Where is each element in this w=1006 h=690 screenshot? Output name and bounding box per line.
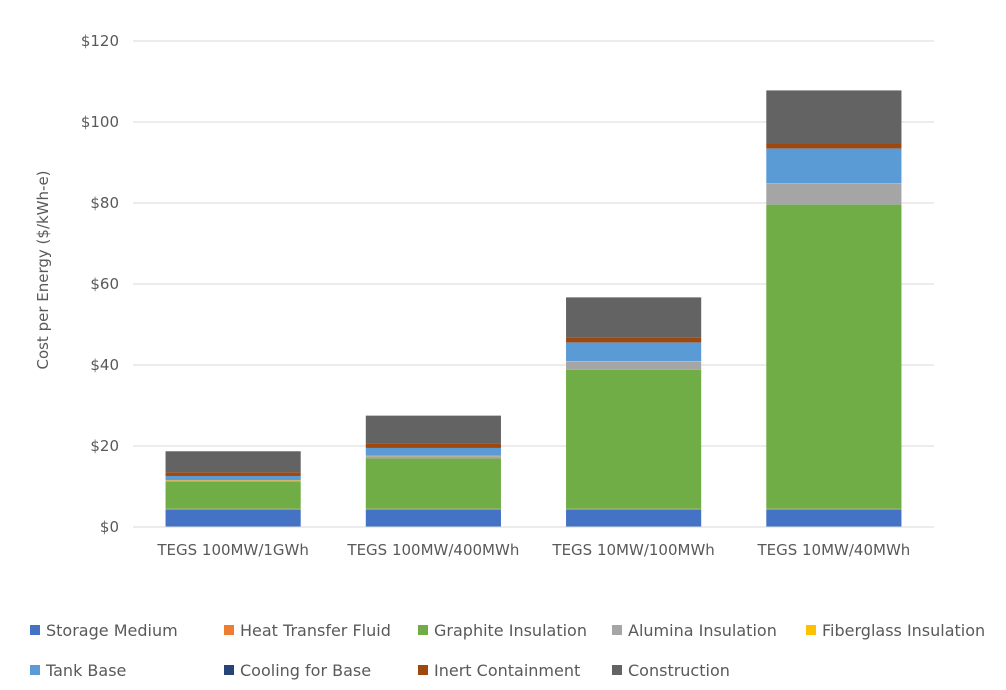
y-tick-label: $80 <box>90 194 119 212</box>
x-axis-categories: TEGS 100MW/1GWh TEGS 100MW/400MWh TEGS 10M… <box>156 541 910 559</box>
x-category-label: TEGS 100MW/1GWh <box>156 541 309 559</box>
bar-segment <box>165 481 301 509</box>
legend-swatch <box>418 625 428 635</box>
bar-segment <box>165 475 301 481</box>
bar-segment <box>766 148 902 184</box>
legend-item: Cooling for Base <box>224 661 418 680</box>
legend-swatch <box>224 665 234 675</box>
y-tick-label: $120 <box>81 32 119 50</box>
bar-segment <box>566 508 702 510</box>
bar-segment <box>365 458 501 509</box>
y-tick-label: $40 <box>90 356 119 374</box>
legend-label: Heat Transfer Fluid <box>240 620 391 640</box>
bar-segment <box>566 361 702 370</box>
bars <box>165 90 902 527</box>
legend-row: Tank Base Cooling for Base Inert Containme… <box>30 650 1000 690</box>
legend-swatch <box>612 665 622 675</box>
bar-segment <box>165 480 301 482</box>
y-tick-label: $100 <box>81 113 119 131</box>
legend-swatch <box>418 665 428 675</box>
x-category-label: TEGS 10MW/40MWh <box>756 541 910 559</box>
legend-item: Graphite Insulation <box>418 621 612 640</box>
bar-segment <box>766 204 902 509</box>
legend-label: Graphite Insulation <box>434 620 587 640</box>
legend-label: Alumina Insulation <box>628 620 777 640</box>
y-tick-label: $20 <box>90 437 119 455</box>
bar-segment <box>566 509 702 527</box>
y-tick-label: $60 <box>90 275 119 293</box>
bar-segment <box>766 509 902 527</box>
y-tick-label: $0 <box>100 518 119 536</box>
bar-segment <box>365 509 501 527</box>
bar-segment <box>566 342 702 362</box>
bar-stack <box>365 415 501 527</box>
bar-segment <box>365 508 501 510</box>
legend: Storage Medium Heat Transfer Fluid Graphit… <box>30 610 1000 690</box>
legend-item: Heat Transfer Fluid <box>224 621 418 640</box>
x-category-label: TEGS 100MW/400MWh <box>346 541 519 559</box>
bar-stack <box>165 451 301 527</box>
legend-swatch <box>30 625 40 635</box>
bar-segment <box>766 90 902 144</box>
bar-segment <box>365 415 501 444</box>
bar-segment <box>766 143 902 149</box>
legend-label: Storage Medium <box>46 620 178 640</box>
bar-segment <box>766 183 902 205</box>
legend-swatch <box>224 625 234 635</box>
legend-item: Inert Containment <box>418 661 612 680</box>
legend-item: Alumina Insulation <box>612 621 806 640</box>
bar-segment <box>165 451 301 473</box>
bar-segment <box>165 472 301 476</box>
legend-item: Fiberglass Insulation <box>806 621 1000 640</box>
y-axis-label: Cost per Energy ($/kWh-e) <box>34 170 52 369</box>
legend-swatch <box>612 625 622 635</box>
y-axis-ticks: $0 $20 $40 $60 $80 $100 $120 <box>81 32 119 536</box>
bar-segment <box>165 508 301 510</box>
x-category-label: TEGS 10MW/100MWh <box>551 541 714 559</box>
legend-label: Cooling for Base <box>240 660 372 680</box>
legend-swatch <box>806 625 816 635</box>
bar-segment <box>365 456 501 459</box>
bar-segment <box>365 443 501 448</box>
bar-segment <box>165 509 301 527</box>
bar-segment <box>566 337 702 343</box>
bar-segment <box>766 508 902 510</box>
legend-label: Inert Containment <box>434 660 581 680</box>
legend-item: Storage Medium <box>30 621 224 640</box>
legend-label: Tank Base <box>46 660 127 680</box>
bar-segment <box>365 448 501 456</box>
bar-segment <box>566 369 702 509</box>
legend-item: Construction <box>612 661 806 680</box>
legend-label: Fiberglass Insulation <box>822 620 986 640</box>
legend-item: Tank Base <box>30 661 224 680</box>
legend-label: Construction <box>628 660 730 680</box>
bar-stack <box>766 90 902 527</box>
legend-swatch <box>30 665 40 675</box>
bar-segment <box>566 297 702 338</box>
bar-stack <box>566 297 702 527</box>
legend-row: Storage Medium Heat Transfer Fluid Graphit… <box>30 610 1000 650</box>
stacked-bar-chart: $0$20$40$60$80$100$120 TEGS 100MW/1GWh TE… <box>34 32 934 559</box>
